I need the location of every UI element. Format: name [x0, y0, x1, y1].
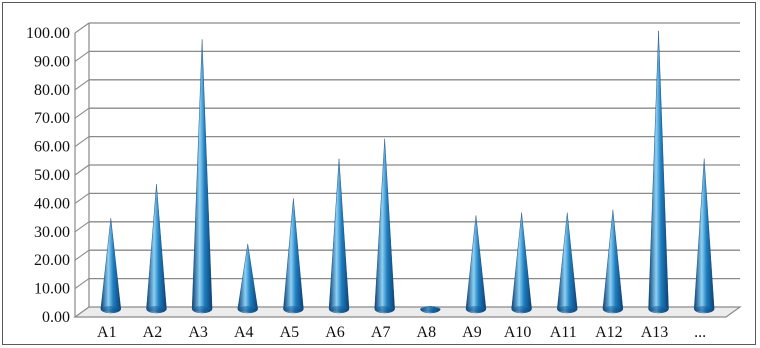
- cone-bar: [420, 306, 441, 314]
- cone-bar: [146, 184, 167, 314]
- cone-base: [237, 306, 258, 312]
- x-tick-label: A13: [641, 324, 669, 341]
- x-tick-label: A6: [325, 324, 345, 341]
- y-tick-label: 50.00: [34, 167, 70, 184]
- x-tick-label: A2: [143, 324, 163, 341]
- cone-bar: [100, 218, 122, 314]
- x-tick-label: A11: [550, 324, 577, 341]
- cone-series: [100, 30, 715, 314]
- grid-line-slant: [74, 221, 90, 233]
- grid-line-slant: [74, 79, 90, 91]
- cone-bar: [602, 209, 624, 314]
- cone-bar: [557, 212, 578, 314]
- cone-base: [420, 306, 441, 312]
- y-tick-label: 100.00: [26, 25, 70, 42]
- cone-base: [283, 306, 304, 312]
- cone-bar: [465, 215, 487, 314]
- y-axis-ticks: 0.00 10.00 20.00 30.00 40.00 50.00 60.00 70.00 8…: [26, 25, 70, 326]
- cone-base: [465, 306, 486, 312]
- y-tick-label: 10.00: [34, 281, 70, 298]
- x-tick-label: A12: [595, 324, 623, 341]
- cone-body: [237, 243, 258, 314]
- grid-line-slant: [74, 278, 90, 290]
- x-tick-label: A5: [280, 324, 300, 341]
- x-tick-label: A9: [462, 324, 482, 341]
- y-tick-label: 60.00: [34, 139, 70, 156]
- chart-floor: [73, 306, 742, 318]
- cone-body: [557, 212, 578, 314]
- cone-bar: [283, 198, 304, 314]
- cone-base: [602, 306, 623, 312]
- x-tick-label: A8: [417, 324, 437, 341]
- x-tick-label: A7: [371, 324, 391, 341]
- cone-base: [374, 306, 395, 312]
- y-tick-label: 30.00: [34, 224, 70, 241]
- grid-lines: [73, 22, 742, 318]
- y-tick-label: 20.00: [34, 252, 70, 269]
- cone-bar: [191, 39, 213, 314]
- cone-base: [100, 306, 121, 312]
- grid-line-slant: [74, 249, 90, 261]
- y-tick-label: 80.00: [34, 82, 70, 99]
- grid-line-slant: [74, 107, 90, 119]
- cone-bar: [511, 212, 532, 314]
- y-tick-label: 40.00: [34, 195, 70, 212]
- x-tick-label: A1: [97, 324, 117, 341]
- grid-line-slant: [74, 22, 90, 34]
- cone-bar: [237, 243, 258, 314]
- grid-line-slant: [74, 192, 90, 204]
- cone-body: [146, 184, 167, 314]
- cone-body: [374, 138, 395, 314]
- cone-body: [328, 158, 350, 314]
- cone-body: [283, 198, 304, 314]
- grid-line-slant: [74, 136, 90, 148]
- y-tick-label: 90.00: [34, 53, 70, 70]
- cone-base: [648, 306, 669, 312]
- cone-body: [693, 158, 715, 314]
- cone-body: [465, 215, 487, 314]
- cone-base: [146, 306, 167, 312]
- cone-base: [557, 306, 578, 312]
- x-tick-label: A3: [188, 324, 208, 341]
- cone-body: [602, 209, 624, 314]
- x-tick-label: ...: [694, 324, 706, 341]
- grid-line-slant: [74, 50, 90, 62]
- cone-base: [694, 306, 715, 312]
- x-tick-label: A4: [234, 324, 254, 341]
- cone-base: [511, 306, 532, 312]
- cone-bar: [374, 138, 395, 314]
- cone-base: [192, 306, 213, 312]
- cone-body: [100, 218, 122, 314]
- cone-base: [329, 306, 350, 312]
- y-tick-label: 0.00: [42, 309, 70, 326]
- cone-bar: [693, 158, 715, 314]
- cone-bar: [648, 30, 669, 314]
- x-tick-label: A10: [504, 324, 532, 341]
- cone-body: [511, 212, 532, 314]
- y-tick-label: 70.00: [34, 110, 70, 127]
- cone-bar: [328, 158, 350, 314]
- x-axis-ticks: A1 A2 A3 A4 A5 A6 A7 A8 A9 A10 A11 A12 A13...: [97, 324, 706, 341]
- cone-body: [648, 30, 669, 314]
- grid-line-slant: [74, 164, 90, 176]
